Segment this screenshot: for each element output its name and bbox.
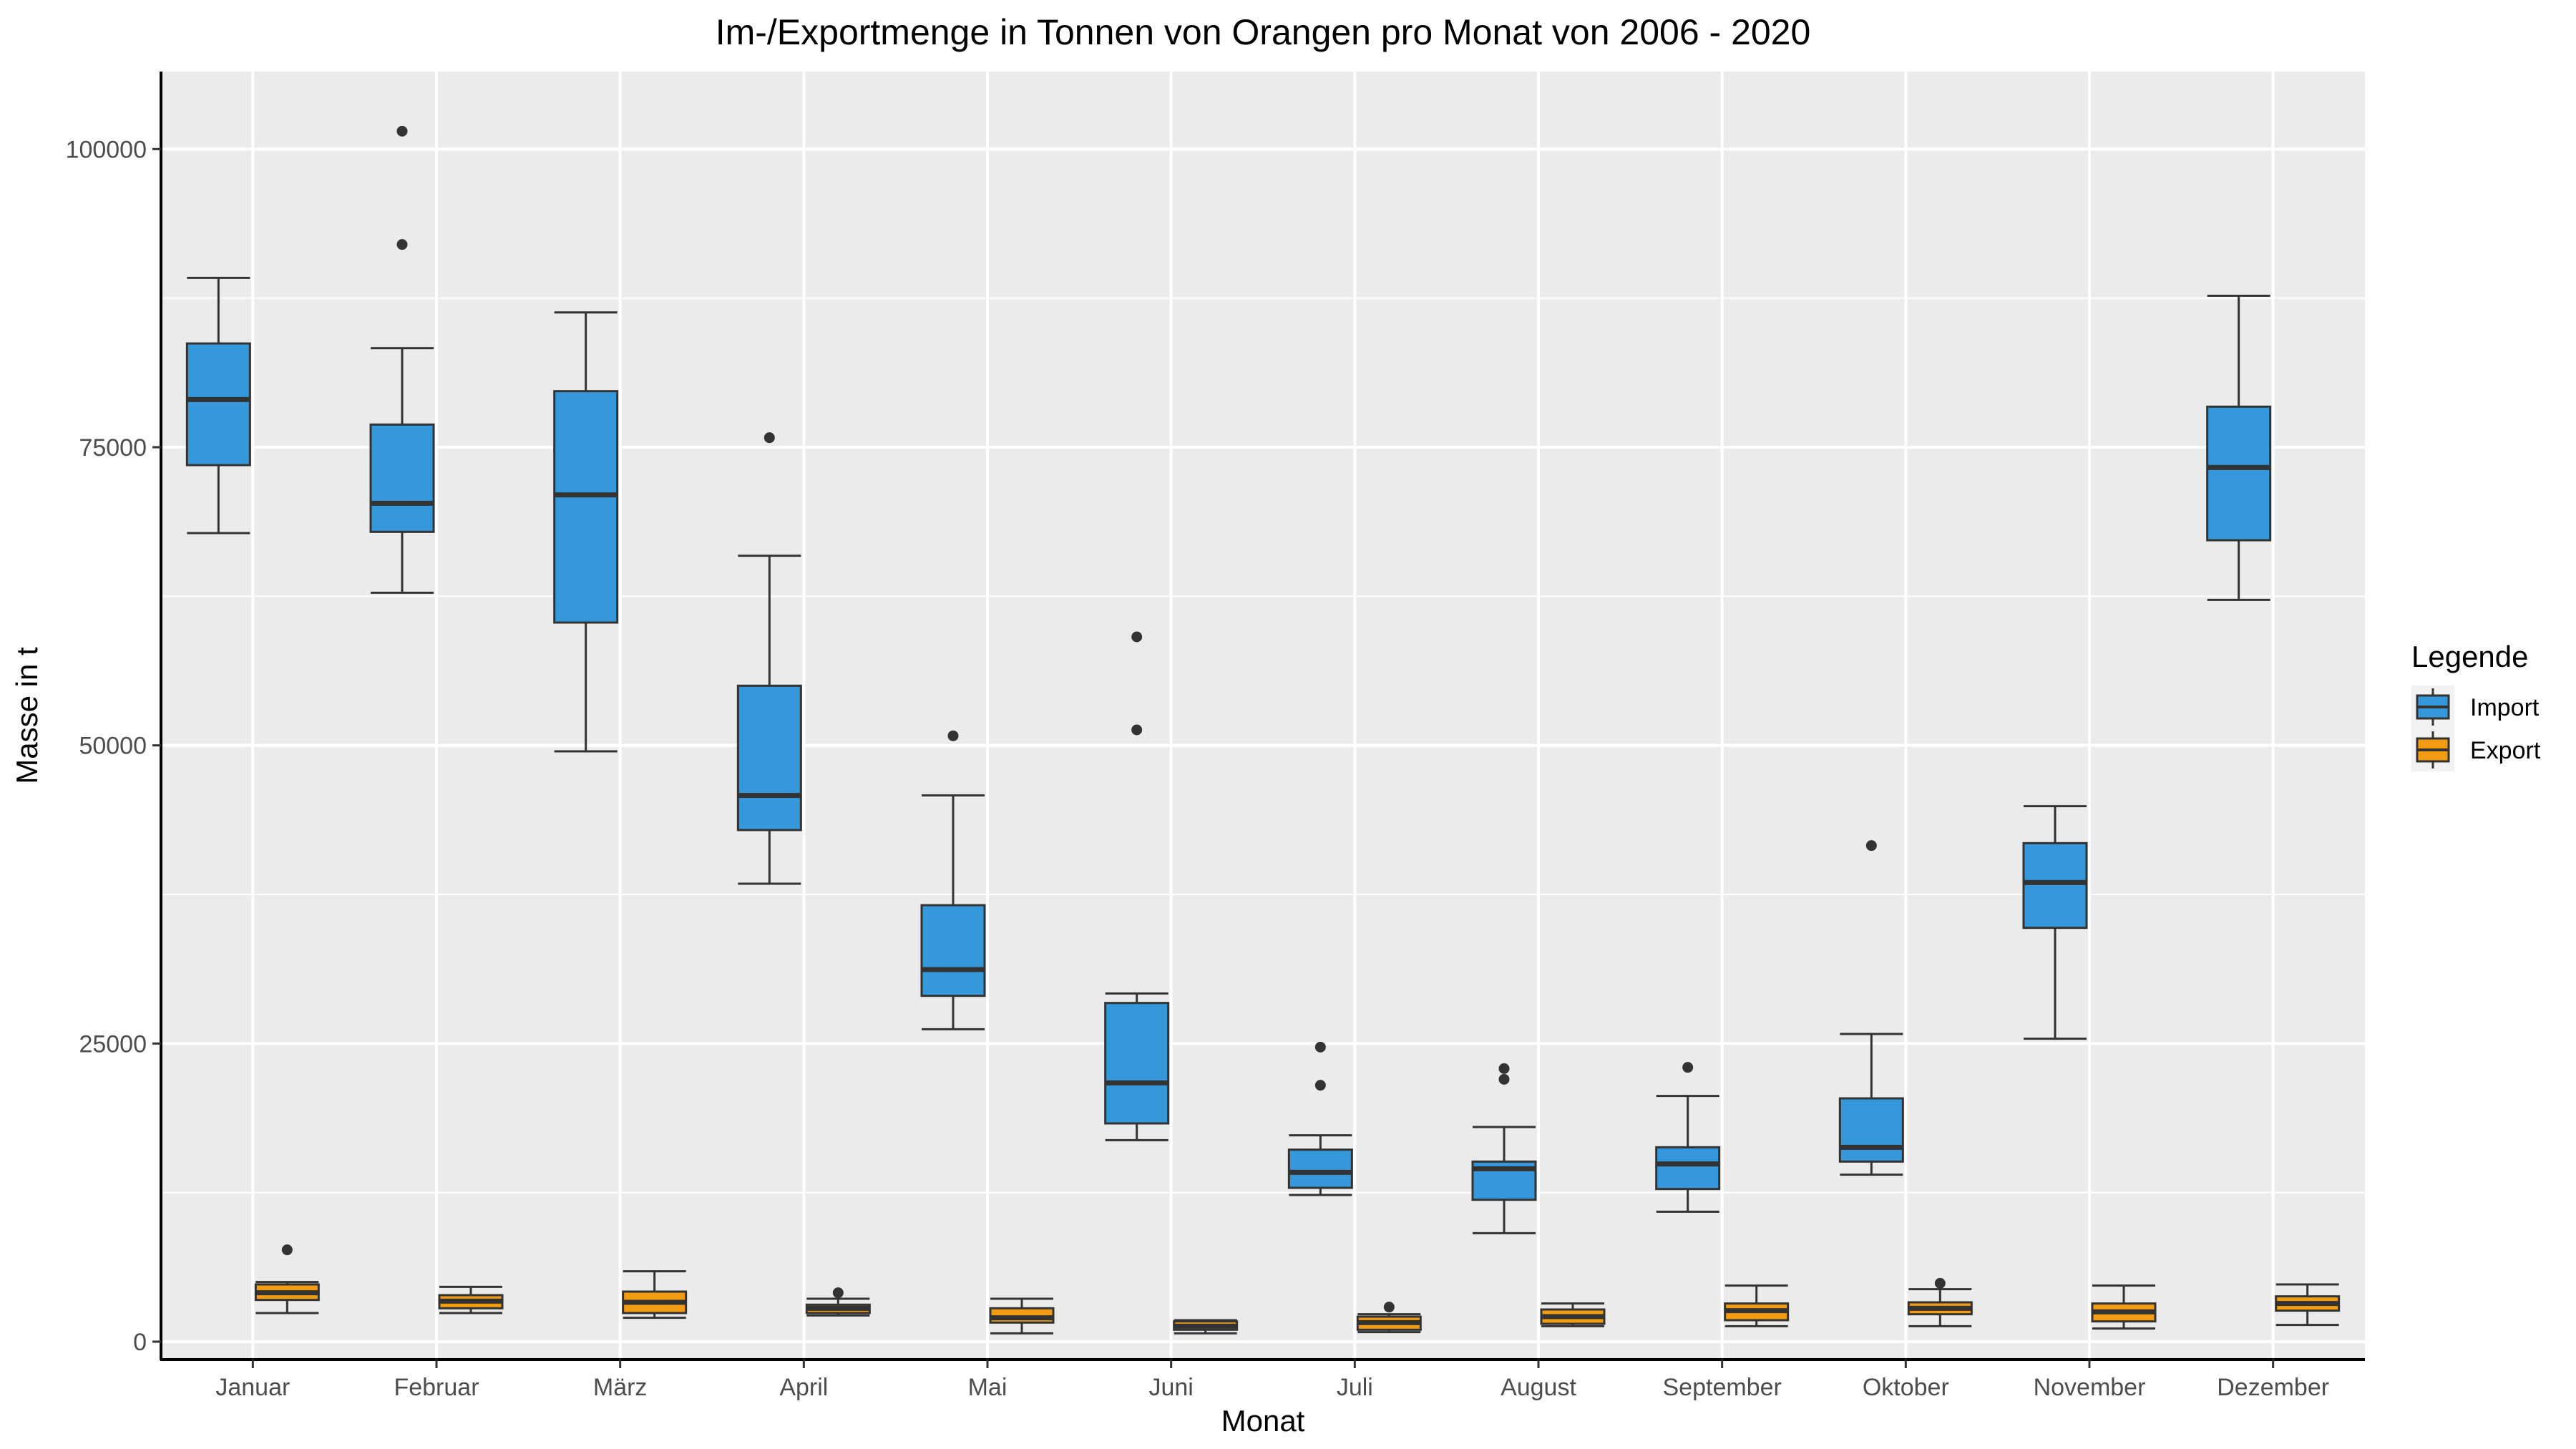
- box-body: [185, 342, 251, 467]
- box-body: [920, 904, 986, 997]
- outlier-point: [281, 1244, 293, 1256]
- grid-lines: [161, 72, 2365, 1360]
- outlier-point: [1682, 1062, 1694, 1073]
- box-body: [1655, 1146, 1721, 1191]
- y-axis-title: Masse in t: [10, 647, 44, 784]
- y-tick-label: 50000: [79, 733, 147, 760]
- chart-title: Im-/Exportmenge in Tonnen von Orangen pr…: [716, 12, 1811, 52]
- outlier-point: [1865, 840, 1877, 852]
- box-import-10: [2022, 805, 2088, 1040]
- box-body: [1287, 1148, 1353, 1189]
- box-export-8: [1724, 1284, 1790, 1327]
- box-import-1: [369, 125, 435, 594]
- box-body: [1838, 1097, 1904, 1163]
- x-tick-label: Oktober: [1863, 1374, 1949, 1401]
- box-import-5: [1104, 631, 1170, 1141]
- box-export-7: [1540, 1302, 1606, 1327]
- box-import-7: [1471, 1063, 1537, 1234]
- box-import-11: [2206, 294, 2272, 601]
- box-export-0: [254, 1244, 320, 1314]
- x-tick-label: Mai: [968, 1374, 1008, 1401]
- box-export-2: [622, 1270, 688, 1319]
- x-tick-label: April: [779, 1374, 828, 1401]
- box-export-3: [805, 1287, 871, 1317]
- outlier-point: [1498, 1073, 1510, 1085]
- x-tick-label: Februar: [394, 1374, 479, 1401]
- outlier-point: [1314, 1041, 1326, 1053]
- box-body: [736, 684, 802, 831]
- x-tick-label: September: [1663, 1374, 1782, 1401]
- box-export-4: [989, 1297, 1055, 1335]
- outlier-point: [947, 730, 959, 741]
- legend-item-import: Import: [2411, 686, 2540, 728]
- outlier-point: [832, 1287, 844, 1299]
- outlier-point: [396, 239, 408, 250]
- legend: Legende Import Export: [2411, 640, 2541, 771]
- legend-label: Import: [2470, 694, 2540, 721]
- outlier-point: [763, 432, 775, 444]
- outlier-point: [1934, 1277, 1946, 1289]
- box-export-5: [1173, 1319, 1239, 1335]
- outlier-point: [1131, 631, 1143, 643]
- y-tick-label: 100000: [66, 136, 147, 163]
- legend-item-export: Export: [2411, 728, 2541, 771]
- x-tick-label: Juli: [1337, 1374, 1373, 1401]
- outlier-point: [1314, 1080, 1326, 1091]
- panel-background: [161, 72, 2365, 1360]
- outlier-point: [1498, 1063, 1510, 1074]
- legend-title: Legende: [2411, 640, 2529, 673]
- x-tick-label: November: [2034, 1374, 2146, 1401]
- box-import-9: [1838, 840, 1904, 1176]
- x-tick-label: August: [1501, 1374, 1576, 1401]
- box-import-6: [1287, 1041, 1353, 1196]
- box-export-11: [2275, 1283, 2341, 1327]
- box-body: [2206, 405, 2272, 542]
- box-body: [1104, 1002, 1170, 1125]
- x-tick-label: März: [593, 1374, 648, 1401]
- box-import-4: [920, 730, 986, 1030]
- box-body: [553, 390, 619, 624]
- box-import-2: [553, 311, 619, 753]
- y-tick-label: 75000: [79, 434, 147, 462]
- y-tick-label: 25000: [79, 1030, 147, 1058]
- box-import-3: [736, 432, 802, 885]
- y-tick-label: 0: [133, 1329, 147, 1356]
- box-import-0: [185, 276, 251, 535]
- axes: 0 25000 50000 75000 100000 Januar Februar März A…: [66, 72, 2365, 1401]
- x-tick-label: Dezember: [2217, 1374, 2329, 1401]
- box-export-10: [2091, 1284, 2157, 1330]
- box-body: [369, 423, 435, 533]
- box-import-8: [1655, 1062, 1721, 1213]
- box-plots: [185, 125, 2341, 1335]
- box-export-1: [438, 1285, 504, 1314]
- box-export-6: [1356, 1302, 1422, 1334]
- outlier-point: [1383, 1302, 1395, 1313]
- box-body: [2022, 841, 2088, 930]
- outlier-point: [1131, 724, 1143, 736]
- x-tick-label: Juni: [1148, 1374, 1193, 1401]
- outlier-point: [396, 125, 408, 137]
- legend-label: Export: [2470, 737, 2541, 764]
- x-tick-label: Januar: [215, 1374, 290, 1401]
- box-export-9: [1907, 1277, 1973, 1327]
- x-axis-title: Monat: [1221, 1404, 1305, 1438]
